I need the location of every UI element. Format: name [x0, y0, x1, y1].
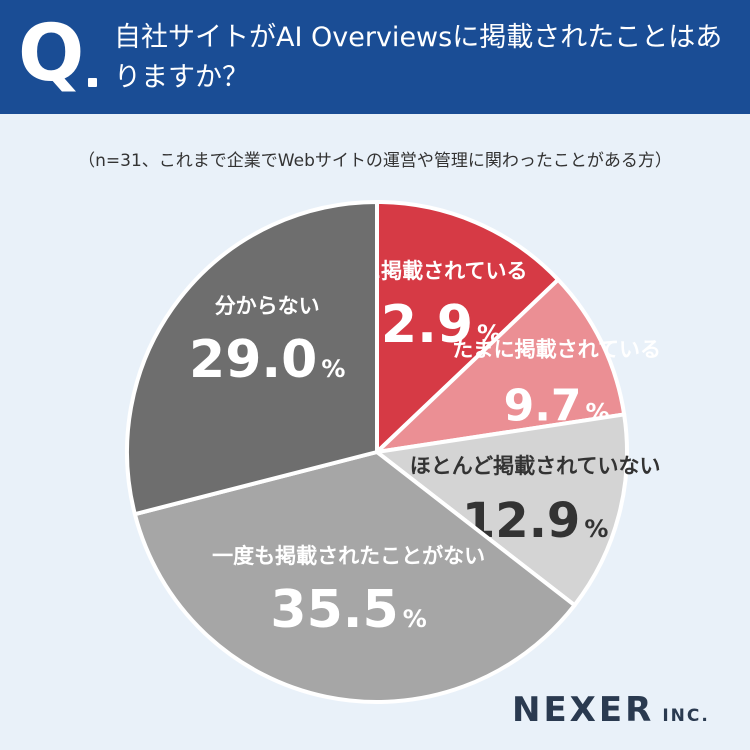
slice-label-2: たまに掲載されている	[452, 338, 661, 362]
slice-label-3: ほとんど掲載されていない	[410, 454, 661, 478]
pie-slice-3	[375, 412, 629, 608]
pie-slice-4	[132, 450, 577, 704]
question-header: Q 自社サイトがAI Overviewsに掲載されたことはありますか？	[0, 0, 750, 114]
pie-slice-1	[375, 200, 561, 454]
q-dot	[88, 78, 97, 87]
slice-value-5: 29.0%	[189, 330, 345, 390]
q-mark: Q	[18, 9, 85, 99]
pie-slice-2	[375, 277, 627, 454]
sample-note: （n=31、これまで企業でWebサイトの運営や管理に関わったことがある方）	[78, 151, 672, 171]
question-text: 自社サイトがAI Overviewsに掲載されたことはありますか？	[114, 22, 723, 93]
slice-label-5: 分からない	[215, 294, 320, 318]
pie-slice-5	[125, 200, 379, 517]
slice-value-4: 35.5%	[270, 580, 426, 640]
logo-main: NEXER	[512, 690, 655, 730]
logo-sub: INC.	[662, 706, 710, 726]
slice-label-4: 一度も掲載されたことがない	[212, 544, 485, 568]
nexer-logo: NEXER INC.	[512, 690, 710, 736]
